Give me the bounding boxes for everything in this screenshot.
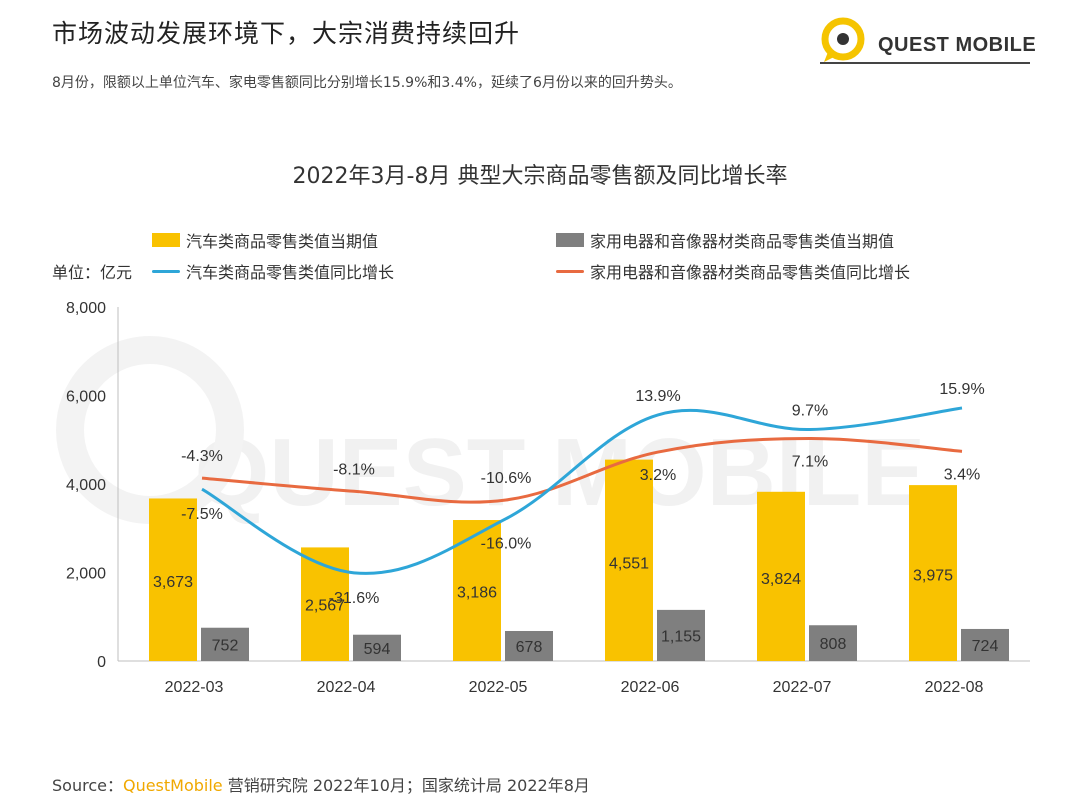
x-tick-label: 2022-03 [165,679,224,696]
legend-label: 汽车类商品零售类值当期值 [186,232,379,251]
appliance-bar [961,628,1009,661]
x-tick-label: 2022-06 [621,679,680,696]
y-tick-label: 2,000 [66,566,106,583]
watermark-text: QUEST MOBILE [195,419,926,526]
legend-label: 家用电器和音像器材类商品零售类值当期值 [590,232,895,251]
appliance-growth-label: -10.6% [481,470,532,487]
appliance-growth-line [201,437,963,504]
appliance-growth-label: 3.2% [640,467,676,484]
legend-label: 汽车类商品零售类值同比增长 [186,263,395,282]
source-brand: QuestMobile [122,776,223,795]
car-bar [757,491,805,661]
legend-swatch [556,269,584,273]
legend-item-appliance-bar: 家用电器和音像器材类商品零售类值当期值 [556,228,894,252]
legend-label: 家用电器和音像器材类商品零售类值同比增长 [590,263,911,282]
page-subtitle: 8月份，限额以上单位汽车、家电零售额同比分别增长15.9%和3.4%，延续了6月… [52,75,682,91]
car-growth-label: -16.0% [481,536,532,553]
source-prefix: Source： [52,776,123,795]
page-title: 市场波动发展环境下，大宗消费持续回升 [52,19,521,48]
legend-swatch [152,233,180,247]
legend-swatch [556,233,584,247]
appliance-bar-label: 594 [364,641,391,658]
x-tick-label: 2022-07 [773,679,832,696]
appliance-bar-label: 808 [820,636,847,653]
car-growth-label: 9.7% [792,403,828,420]
appliance-bar [353,634,401,661]
unit-label: 单位：亿元 [52,263,133,282]
y-tick-label: 0 [97,654,106,671]
y-tick-label: 8,000 [66,300,106,317]
legend-swatch [152,269,180,273]
car-growth-label: 13.9% [635,388,680,405]
legend-item-car-line: 汽车类商品零售类值同比增长 [152,259,394,283]
car-growth-label: -31.6% [329,590,380,607]
car-bar-label: 2,567 [305,597,345,614]
appliance-bar-label: 678 [516,639,543,656]
appliance-bar-label: 724 [972,638,999,655]
brand-logo: QUEST MOBILE [818,12,1038,72]
car-bar [149,498,197,661]
logo-text: QUEST MOBILE [878,34,1037,56]
x-tick-label: 2022-08 [925,679,984,696]
x-tick-label: 2022-05 [469,679,528,696]
car-bar-label: 3,824 [761,571,801,588]
legend-item-appliance-line: 家用电器和音像器材类商品零售类值同比增长 [556,259,910,283]
car-growth-label: -7.5% [181,506,223,523]
car-growth-label: 15.9% [939,381,984,398]
appliance-growth-label: 7.1% [792,454,828,471]
car-bar-label: 3,186 [457,584,497,601]
appliance-growth-label: -8.1% [333,461,375,478]
car-bar-label: 3,975 [913,568,953,585]
appliance-bar [657,609,705,661]
y-tick-label: 6,000 [66,389,106,406]
appliance-bar [201,627,249,661]
appliance-growth-label: 3.4% [944,466,980,483]
car-bar [605,459,653,661]
car-bar [909,485,957,661]
legend-item-car-bar: 汽车类商品零售类值当期值 [152,228,378,252]
appliance-bar [505,630,553,661]
appliance-bar-label: 752 [212,637,239,654]
source-rest: 营销研究院 2022年10月；国家统计局 2022年8月 [222,776,590,795]
car-bar-label: 4,551 [609,555,649,572]
car-growth-line [201,406,963,575]
appliance-growth-label: -4.3% [181,448,223,465]
y-tick-label: 4,000 [66,477,106,494]
source-note: Source：QuestMobile 营销研究院 2022年10月；国家统计局 … [52,772,590,796]
car-bar-label: 3,673 [153,574,193,591]
header-divider [820,62,1030,64]
appliance-bar-label: 1,155 [661,628,701,645]
chart-title: 2022年3月-8月 典型大宗商品零售额及同比增长率 [292,164,788,189]
quest-mobile-logo-icon [821,17,865,62]
appliance-bar [809,625,857,661]
x-tick-label: 2022-04 [317,679,376,696]
